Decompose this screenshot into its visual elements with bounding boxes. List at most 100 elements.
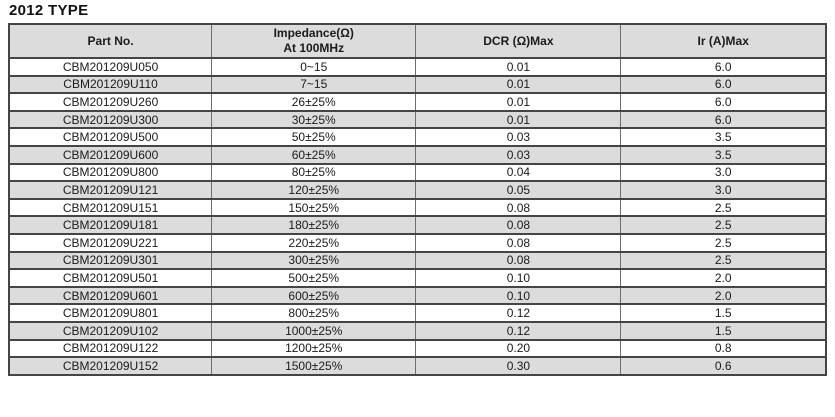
cell-ir-max: 1.5 bbox=[620, 320, 826, 340]
table-row: CBM201209U102 1000±25% 0.12 1.5 bbox=[9, 320, 826, 340]
table-row: CBM201209U121 120±25% 0.05 3.0 bbox=[9, 180, 826, 199]
cell-part-no: CBM201209U122 bbox=[9, 338, 212, 358]
cell-dcr-max: 0.08 bbox=[415, 197, 621, 217]
cell-ir-max: 3.0 bbox=[620, 162, 826, 182]
cell-dcr-max: 0.03 bbox=[415, 144, 621, 164]
table-row: CBM201209U601 600±25% 0.10 2.0 bbox=[9, 285, 826, 305]
page-title: 2012 TYPE bbox=[9, 2, 89, 19]
cell-impedance: 26±25% bbox=[211, 92, 416, 111]
cell-impedance: 1000±25% bbox=[211, 320, 416, 340]
column-header-part-no: Part No. bbox=[9, 24, 212, 59]
cell-impedance: 600±25% bbox=[211, 285, 416, 305]
cell-dcr-max: 0.20 bbox=[415, 338, 621, 358]
cell-impedance: 220±25% bbox=[211, 232, 416, 252]
table-row: CBM201209U181 180±25% 0.08 2.5 bbox=[9, 215, 826, 234]
cell-impedance: 150±25% bbox=[211, 197, 416, 217]
table-row: CBM201209U122 1200±25% 0.20 0.8 bbox=[9, 338, 826, 358]
cell-part-no: CBM201209U260 bbox=[9, 92, 212, 111]
cell-part-no: CBM201209U110 bbox=[9, 74, 212, 94]
cell-part-no: CBM201209U300 bbox=[9, 109, 212, 129]
cell-part-no: CBM201209U152 bbox=[9, 356, 212, 375]
table-row: CBM201209U300 30±25% 0.01 6.0 bbox=[9, 109, 826, 129]
cell-ir-max: 2.5 bbox=[620, 215, 826, 234]
cell-impedance: 300±25% bbox=[211, 250, 416, 270]
cell-dcr-max: 0.08 bbox=[415, 232, 621, 252]
cell-dcr-max: 0.30 bbox=[415, 356, 621, 375]
cell-part-no: CBM201209U500 bbox=[9, 127, 212, 146]
table-row: CBM201209U151 150±25% 0.08 2.5 bbox=[9, 197, 826, 217]
table-row: CBM201209U301 300±25% 0.08 2.5 bbox=[9, 250, 826, 270]
cell-part-no: CBM201209U800 bbox=[9, 162, 212, 182]
column-header-ir-max: Ir (A)Max bbox=[620, 24, 826, 59]
column-header-dcr-max: DCR (Ω)Max bbox=[415, 24, 621, 59]
cell-impedance: 0~15 bbox=[211, 57, 416, 76]
cell-part-no: CBM201209U221 bbox=[9, 232, 212, 252]
table-row: CBM201209U050 0~15 0.01 6.0 bbox=[9, 57, 826, 76]
cell-dcr-max: 0.10 bbox=[415, 285, 621, 305]
cell-impedance: 1200±25% bbox=[211, 338, 416, 358]
cell-ir-max: 3.5 bbox=[620, 144, 826, 164]
cell-dcr-max: 0.01 bbox=[415, 74, 621, 94]
table-row: CBM201209U260 26±25% 0.01 6.0 bbox=[9, 92, 826, 111]
cell-part-no: CBM201209U501 bbox=[9, 268, 212, 287]
cell-impedance: 800±25% bbox=[211, 303, 416, 322]
spec-table: Part No. Impedance(Ω) At 100MHz DCR (Ω)M… bbox=[8, 23, 827, 376]
cell-ir-max: 6.0 bbox=[620, 57, 826, 76]
cell-dcr-max: 0.10 bbox=[415, 268, 621, 287]
cell-impedance: 80±25% bbox=[211, 162, 416, 182]
table-row: CBM201209U801 800±25% 0.12 1.5 bbox=[9, 303, 826, 322]
cell-impedance: 7~15 bbox=[211, 74, 416, 94]
table-body: CBM201209U050 0~15 0.01 6.0 CBM201209U110 7~1… bbox=[9, 57, 826, 375]
table-row: CBM201209U800 80±25% 0.04 3.0 bbox=[9, 162, 826, 182]
column-header-ir-max-label: Ir (A)Max bbox=[697, 33, 749, 48]
header-row: Part No. Impedance(Ω) At 100MHz DCR (Ω)M… bbox=[9, 24, 826, 59]
column-header-impedance: Impedance(Ω) At 100MHz bbox=[211, 24, 416, 59]
cell-impedance: 1500±25% bbox=[211, 356, 416, 375]
cell-part-no: CBM201209U181 bbox=[9, 215, 212, 234]
table-row: CBM201209U501 500±25% 0.10 2.0 bbox=[9, 268, 826, 287]
cell-ir-max: 0.6 bbox=[620, 356, 826, 375]
table-row: CBM201209U221 220±25% 0.08 2.5 bbox=[9, 232, 826, 252]
cell-impedance: 500±25% bbox=[211, 268, 416, 287]
column-header-part-no-label: Part No. bbox=[87, 33, 134, 48]
cell-ir-max: 1.5 bbox=[620, 303, 826, 322]
table-row: CBM201209U152 1500±25% 0.30 0.6 bbox=[9, 356, 826, 375]
column-header-impedance-label: Impedance(Ω) bbox=[273, 26, 354, 40]
cell-dcr-max: 0.08 bbox=[415, 250, 621, 270]
cell-impedance: 60±25% bbox=[211, 144, 416, 164]
cell-impedance: 180±25% bbox=[211, 215, 416, 234]
cell-impedance: 30±25% bbox=[211, 109, 416, 129]
cell-ir-max: 3.0 bbox=[620, 180, 826, 199]
cell-part-no: CBM201209U102 bbox=[9, 320, 212, 340]
cell-dcr-max: 0.01 bbox=[415, 109, 621, 129]
cell-dcr-max: 0.01 bbox=[415, 92, 621, 111]
cell-dcr-max: 0.03 bbox=[415, 127, 621, 146]
cell-impedance: 120±25% bbox=[211, 180, 416, 199]
cell-ir-max: 6.0 bbox=[620, 92, 826, 111]
cell-ir-max: 6.0 bbox=[620, 74, 826, 94]
cell-ir-max: 0.8 bbox=[620, 338, 826, 358]
cell-part-no: CBM201209U600 bbox=[9, 144, 212, 164]
cell-ir-max: 6.0 bbox=[620, 109, 826, 129]
cell-ir-max: 2.0 bbox=[620, 285, 826, 305]
cell-part-no: CBM201209U301 bbox=[9, 250, 212, 270]
cell-dcr-max: 0.12 bbox=[415, 303, 621, 322]
cell-ir-max: 2.5 bbox=[620, 232, 826, 252]
cell-ir-max: 2.5 bbox=[620, 197, 826, 217]
cell-ir-max: 3.5 bbox=[620, 127, 826, 146]
cell-part-no: CBM201209U121 bbox=[9, 180, 212, 199]
cell-part-no: CBM201209U050 bbox=[9, 57, 212, 76]
cell-dcr-max: 0.01 bbox=[415, 57, 621, 76]
cell-dcr-max: 0.08 bbox=[415, 215, 621, 234]
cell-dcr-max: 0.04 bbox=[415, 162, 621, 182]
table-header: Part No. Impedance(Ω) At 100MHz DCR (Ω)M… bbox=[9, 24, 826, 59]
cell-part-no: CBM201209U801 bbox=[9, 303, 212, 322]
table-row: CBM201209U110 7~15 0.01 6.0 bbox=[9, 74, 826, 94]
cell-part-no: CBM201209U151 bbox=[9, 197, 212, 217]
cell-impedance: 50±25% bbox=[211, 127, 416, 146]
cell-ir-max: 2.0 bbox=[620, 268, 826, 287]
cell-dcr-max: 0.12 bbox=[415, 320, 621, 340]
cell-part-no: CBM201209U601 bbox=[9, 285, 212, 305]
column-header-dcr-max-label: DCR (Ω)Max bbox=[483, 33, 554, 48]
